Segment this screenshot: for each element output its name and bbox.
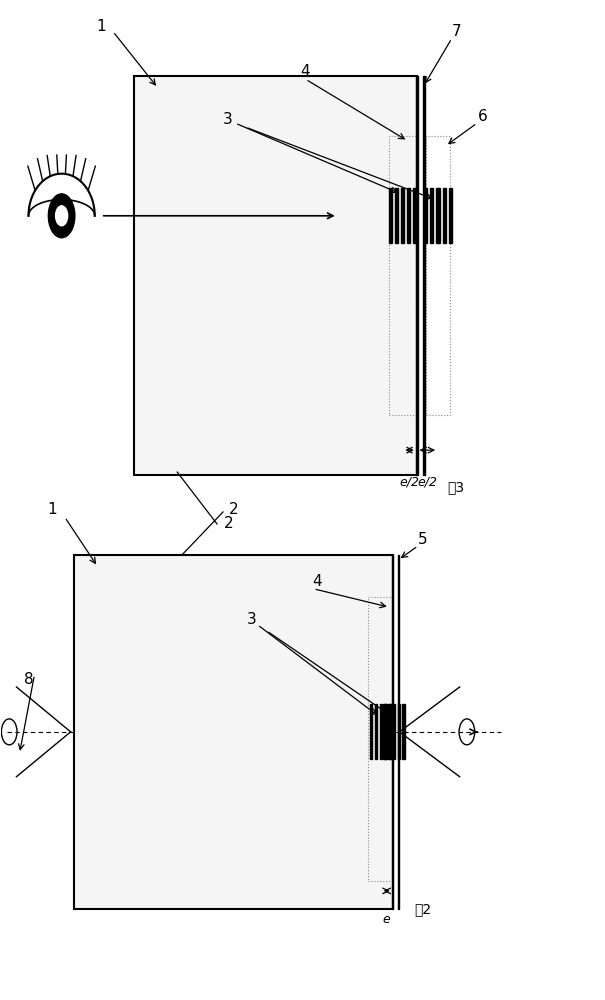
Bar	[416, 76, 417, 475]
Text: 3: 3	[223, 112, 232, 127]
Circle shape	[56, 206, 68, 226]
Bar	[413, 188, 416, 243]
Bar	[423, 76, 425, 475]
Bar	[368, 597, 393, 881]
Text: 7: 7	[451, 24, 461, 39]
Bar	[401, 188, 404, 243]
Bar	[402, 704, 405, 759]
Text: e/2: e/2	[399, 475, 419, 488]
Bar	[436, 188, 439, 243]
Text: 1: 1	[96, 19, 105, 34]
Text: 2: 2	[229, 502, 238, 517]
Bar	[393, 704, 395, 759]
Bar	[388, 704, 390, 759]
Bar	[389, 704, 391, 759]
Bar	[389, 188, 392, 243]
Bar	[389, 136, 416, 415]
Text: 图2: 图2	[414, 902, 431, 916]
Text: 6: 6	[479, 109, 488, 124]
Bar	[442, 188, 445, 243]
Bar	[379, 704, 382, 759]
Text: 5: 5	[418, 532, 428, 547]
Text: 3: 3	[246, 612, 256, 627]
Bar	[395, 188, 398, 243]
Circle shape	[48, 194, 75, 238]
Bar	[448, 188, 451, 243]
Bar	[407, 188, 410, 243]
Bar	[370, 704, 372, 759]
Bar	[374, 704, 377, 759]
Bar	[391, 555, 393, 909]
Text: 4: 4	[312, 574, 322, 589]
Text: 图3: 图3	[448, 480, 465, 494]
Bar	[74, 555, 393, 909]
Bar	[384, 704, 387, 759]
Bar	[425, 188, 428, 243]
Bar	[397, 704, 400, 759]
Bar	[431, 188, 434, 243]
Text: 4: 4	[301, 64, 310, 79]
Bar	[397, 555, 399, 909]
Bar	[427, 136, 450, 415]
Text: 2: 2	[224, 516, 234, 531]
Text: 8: 8	[24, 672, 33, 687]
Bar	[134, 76, 417, 475]
Bar	[383, 704, 385, 759]
Text: 1: 1	[48, 502, 57, 517]
Text: e/2: e/2	[417, 475, 437, 488]
Text: e: e	[383, 913, 391, 926]
